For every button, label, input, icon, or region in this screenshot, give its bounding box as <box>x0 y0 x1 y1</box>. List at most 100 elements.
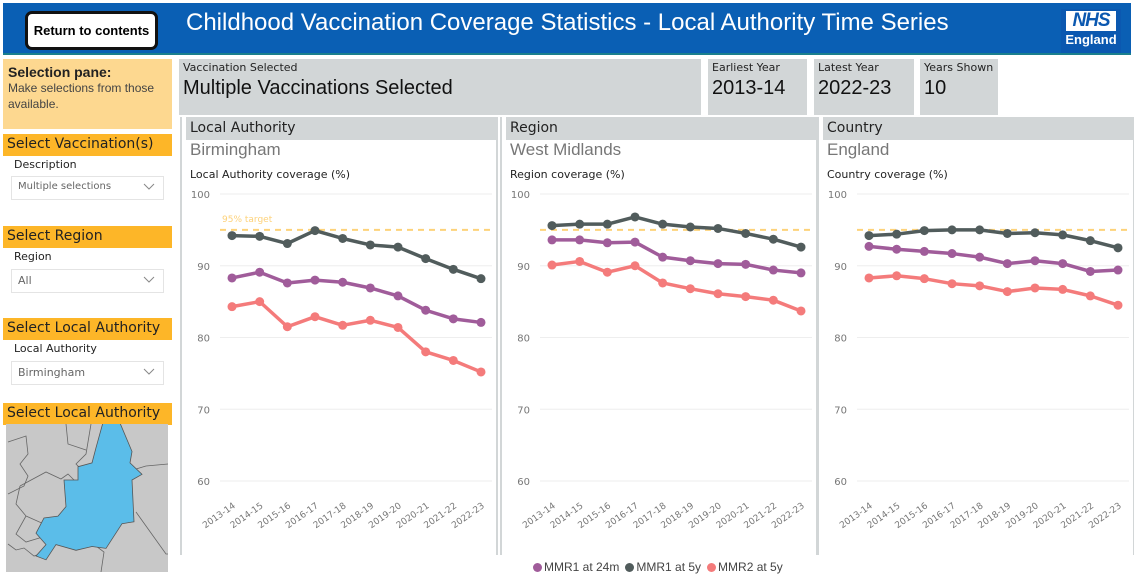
data-point <box>310 312 320 322</box>
region-chart: 607080901002013-142014-152015-162016-172… <box>511 190 812 531</box>
legend-item-mmr1-24m[interactable]: MMR1 at 24m <box>533 560 619 574</box>
data-point <box>658 278 668 288</box>
neighbour-boundaries <box>7 424 168 572</box>
data-point <box>1058 284 1068 294</box>
data-point <box>227 273 237 283</box>
data-point <box>227 302 237 312</box>
data-point <box>768 234 778 244</box>
data-point <box>768 265 778 275</box>
y-tick-label: 100 <box>191 190 210 201</box>
y-tick-label: 90 <box>834 262 847 273</box>
card-label: Vaccination Selected <box>183 61 298 74</box>
data-point <box>1058 230 1068 240</box>
card-label: Earliest Year <box>712 61 780 74</box>
chevron-down-icon <box>143 183 155 190</box>
data-point <box>947 249 957 259</box>
series-line-mmr1-at-5y <box>551 215 802 249</box>
data-point <box>338 233 348 243</box>
data-point <box>1002 228 1012 238</box>
legend-item-mmr2-5y[interactable]: MMR2 at 5y <box>707 560 783 574</box>
header-bar: Return to contents Childhood Vaccination… <box>3 3 1131 55</box>
data-point <box>975 252 985 262</box>
latest-year-card: Latest Year 2022-23 <box>814 59 914 115</box>
local-authority-heading: Select Local Authority <box>3 318 172 340</box>
local-authority-dropdown[interactable]: Birmingham <box>11 361 164 385</box>
country-chart: 607080901002013-142014-152015-162016-172… <box>828 190 1129 531</box>
data-point <box>255 267 265 277</box>
logo-england-text: England <box>1065 32 1117 47</box>
panel-header: Country <box>823 117 1133 140</box>
description-label: Description <box>14 158 77 171</box>
series-line-mmr1-at-24m <box>552 238 802 275</box>
data-point <box>1002 259 1012 269</box>
data-point <box>768 295 778 305</box>
data-point <box>421 347 431 357</box>
data-point <box>1113 243 1123 253</box>
data-point <box>365 240 375 250</box>
y-tick-label: 70 <box>834 405 847 416</box>
region-dropdown[interactable]: All <box>11 269 164 293</box>
vaccination-selected-card: Vaccination Selected Multiple Vaccinatio… <box>179 59 701 115</box>
series-line-mmr2-at-5y <box>551 259 802 313</box>
data-point <box>255 297 265 307</box>
series-line-mmr2-at-5y <box>868 274 1119 307</box>
y-tick-label: 100 <box>511 190 530 201</box>
data-point <box>547 235 557 245</box>
chevron-down-icon <box>143 368 155 375</box>
data-point <box>575 256 585 266</box>
data-point <box>393 322 403 332</box>
data-point <box>476 317 486 327</box>
y-tick-label: 60 <box>834 477 847 488</box>
return-to-contents-button[interactable]: Return to contents <box>25 11 158 50</box>
data-point <box>421 305 431 315</box>
birmingham-region[interactable] <box>35 424 143 561</box>
data-point <box>393 242 403 252</box>
vaccination-dropdown[interactable]: Multiple selections <box>11 176 164 200</box>
panel-header: Region <box>506 117 816 140</box>
data-point <box>365 315 375 325</box>
local-authority-dropdown-value: Birmingham <box>18 366 86 379</box>
local-authority-map[interactable] <box>6 424 168 572</box>
data-point <box>476 274 486 284</box>
data-point <box>685 284 695 294</box>
data-point <box>282 239 292 249</box>
local-authority-chart: 607080901002013-142014-152015-162016-172… <box>191 190 492 531</box>
panel-caption: Region coverage (%) <box>510 168 625 181</box>
years-shown-card: Years Shown 10 <box>920 59 998 115</box>
data-point <box>338 277 348 287</box>
panel-caption: Country coverage (%) <box>827 168 948 181</box>
selection-pane-text: Make selections from those available. <box>8 81 155 111</box>
data-point <box>1030 283 1040 293</box>
data-point <box>282 278 292 288</box>
data-point <box>310 226 320 236</box>
y-tick-label: 90 <box>197 262 210 273</box>
data-point <box>1002 287 1012 297</box>
y-tick-label: 80 <box>834 334 847 345</box>
data-point <box>448 355 458 365</box>
series-line-mmr1-at-5y <box>868 228 1119 250</box>
legend-item-mmr1-5y[interactable]: MMR1 at 5y <box>625 560 701 574</box>
data-point <box>975 281 985 291</box>
y-tick-label: 90 <box>517 262 530 273</box>
vaccination-heading: Select Vaccination(s) <box>3 134 172 156</box>
data-point <box>741 259 751 269</box>
data-point <box>255 231 265 241</box>
data-point <box>685 256 695 266</box>
panel-value: West Midlands <box>510 140 622 159</box>
card-value: 2013-14 <box>712 77 786 99</box>
chevron-down-icon <box>143 276 155 283</box>
data-point <box>919 246 929 256</box>
region-dropdown-value: All <box>18 274 32 287</box>
data-point <box>864 273 874 283</box>
data-point <box>448 264 458 274</box>
series-line-mmr1-at-5y <box>231 228 482 281</box>
page-title: Childhood Vaccination Coverage Statistic… <box>186 9 949 36</box>
data-point <box>864 241 874 251</box>
logo-nhs-text: NHS <box>1066 11 1116 31</box>
data-point <box>919 274 929 284</box>
data-point <box>630 261 640 271</box>
data-point <box>448 314 458 324</box>
data-point <box>1085 266 1095 276</box>
data-point <box>602 238 612 248</box>
region-panel: Region West Midlands Region coverage (%)… <box>500 117 818 555</box>
